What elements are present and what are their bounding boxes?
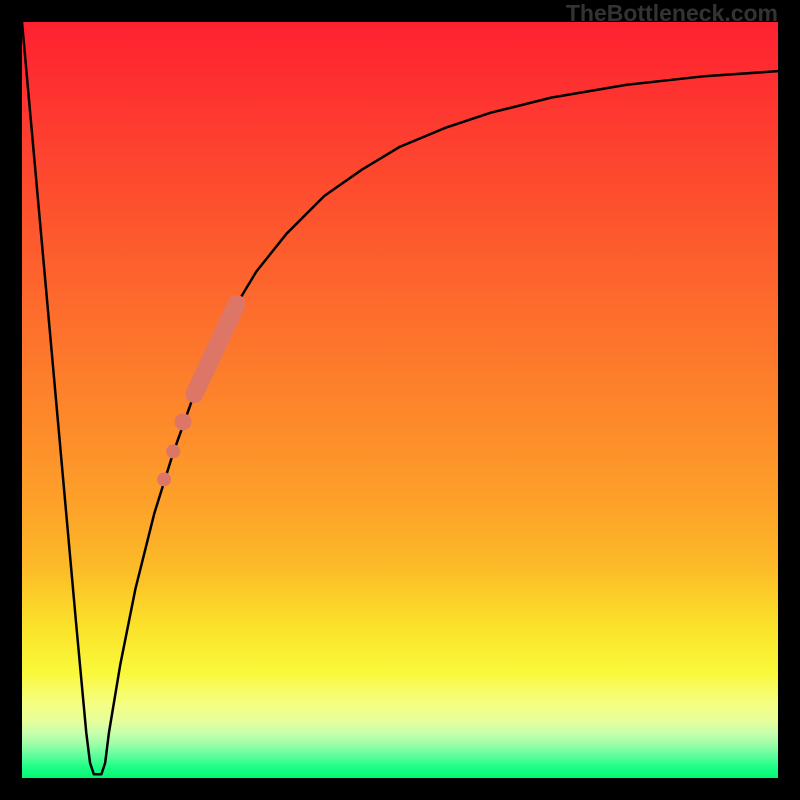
plot-area	[22, 22, 778, 778]
marker-dot	[157, 472, 171, 486]
chart-svg	[22, 22, 778, 778]
chart-container: TheBottleneck.com	[0, 0, 800, 800]
chart-background	[22, 22, 778, 778]
watermark-text: TheBottleneck.com	[566, 0, 778, 27]
marker-dot	[175, 413, 192, 430]
marker-dot	[166, 444, 180, 458]
